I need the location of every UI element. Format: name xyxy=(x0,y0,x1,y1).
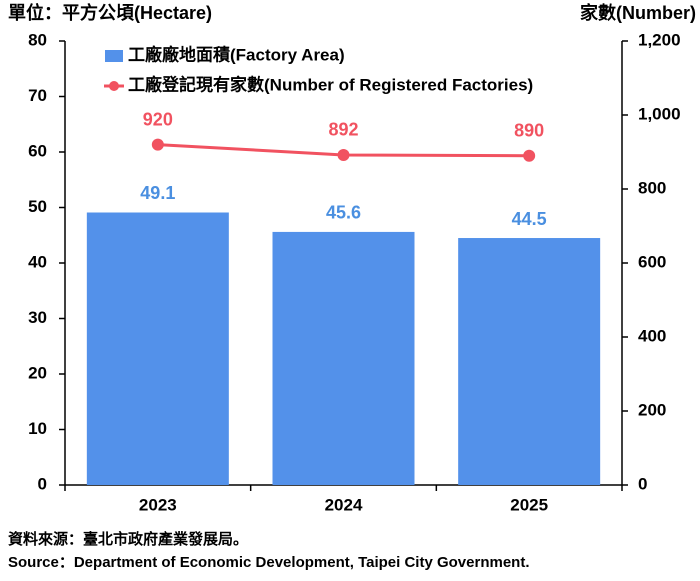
value-label: 890 xyxy=(514,120,544,140)
y-tick-label: 30 xyxy=(28,308,47,327)
bar xyxy=(272,231,415,485)
y-tick-label: 10 xyxy=(28,419,47,438)
y2-tick-label: 1,200 xyxy=(638,30,681,49)
y-axis-label: 單位：平方公頃(Hectare) xyxy=(8,2,212,23)
x-tick-label: 2025 xyxy=(510,495,548,514)
line-marker xyxy=(337,148,350,161)
y2-tick-label: 1,000 xyxy=(638,104,681,123)
legend-label: 工廠登記現有家數(Number of Registered Factories) xyxy=(128,74,533,94)
y-tick-label: 20 xyxy=(28,363,47,382)
value-label: 44.5 xyxy=(512,209,547,229)
bar xyxy=(458,238,601,485)
source-note: 資料來源：臺北市政府產業發展局。 xyxy=(8,530,248,548)
legend-swatch xyxy=(109,81,119,91)
legend-label: 工廠廠地面積(Factory Area) xyxy=(128,44,345,64)
source-note: Source：Department of Economic Developmen… xyxy=(8,554,530,571)
value-label: 892 xyxy=(328,120,358,140)
value-label: 49.1 xyxy=(140,183,175,203)
line-marker xyxy=(151,138,164,151)
y2-tick-label: 200 xyxy=(638,400,666,419)
y2-tick-label: 600 xyxy=(638,252,666,271)
x-tick-label: 2023 xyxy=(139,495,177,514)
y-tick-label: 50 xyxy=(28,197,47,216)
y-tick-label: 80 xyxy=(28,30,47,49)
y-tick-label: 60 xyxy=(28,141,47,160)
value-label: 45.6 xyxy=(326,203,361,223)
y-tick-label: 0 xyxy=(38,474,47,493)
legend-swatch xyxy=(105,50,123,62)
y2-tick-label: 800 xyxy=(638,178,666,197)
y2-axis-label: 家數(Number) xyxy=(580,2,696,23)
line-marker xyxy=(523,149,536,162)
bar xyxy=(86,212,229,485)
y2-tick-label: 0 xyxy=(638,474,647,493)
value-label: 920 xyxy=(143,109,173,129)
x-tick-label: 2024 xyxy=(325,495,363,514)
y-tick-label: 70 xyxy=(28,86,47,105)
y-tick-label: 40 xyxy=(28,252,47,271)
y2-tick-label: 400 xyxy=(638,326,666,345)
